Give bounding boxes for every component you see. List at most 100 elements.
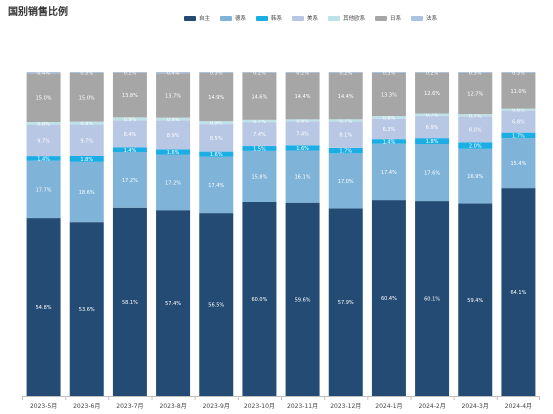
- data-label: 17.2%: [165, 180, 181, 186]
- data-label: 0.7%: [426, 113, 439, 119]
- data-label: 2.0%: [469, 144, 482, 150]
- legend-swatch: [256, 15, 269, 21]
- x-tick-label: 2023-10月: [244, 403, 275, 410]
- bar-segment: [156, 154, 191, 211]
- bar-segment: [371, 200, 406, 396]
- legend-swatch: [375, 15, 388, 21]
- data-label: 1.7%: [512, 133, 525, 139]
- bar-segment: [285, 121, 320, 146]
- legend-label: 美系: [307, 16, 319, 22]
- bar-segment: [371, 116, 406, 119]
- bar-segment: [69, 124, 104, 156]
- legend-swatch: [184, 15, 196, 21]
- bar-segment: [328, 208, 363, 396]
- data-label: 16.9%: [467, 174, 483, 180]
- bar-segment: [285, 202, 320, 396]
- bar-segment: [285, 145, 320, 151]
- x-tick-label: 2023-8月: [159, 403, 186, 410]
- data-label: 17.2%: [122, 178, 138, 184]
- data-label: 60.0%: [251, 297, 267, 303]
- data-label: 57.4%: [165, 301, 181, 307]
- bar-segment: [242, 146, 277, 151]
- bar-segment: [328, 119, 363, 122]
- x-tick-label: 2023-9月: [203, 403, 230, 410]
- data-label: 17.7%: [36, 187, 52, 193]
- bar-segment: [112, 72, 147, 73]
- bar-segment: [112, 207, 147, 396]
- bar-segment: [26, 73, 61, 122]
- legend-item[interactable]: 美系: [292, 14, 318, 22]
- data-label: 60.4%: [381, 296, 397, 302]
- legend-item[interactable]: 法系: [411, 14, 437, 22]
- data-label: 1.7%: [339, 149, 352, 155]
- legend-item[interactable]: 其他欧系: [328, 14, 365, 22]
- data-label: 0.3%: [80, 70, 93, 76]
- data-label: 9.7%: [80, 138, 93, 144]
- bar-segment: [371, 143, 406, 201]
- x-tick-label: 2023-7月: [116, 403, 143, 410]
- data-label: 0.7%: [469, 113, 482, 119]
- x-tick-label: 2023-6月: [73, 403, 100, 410]
- data-label: 15.0%: [79, 95, 95, 101]
- data-label: 0.4%: [167, 71, 180, 77]
- bar-segment: [156, 149, 191, 155]
- data-label: 0.9%: [167, 117, 180, 123]
- data-label: 64.1%: [510, 290, 526, 296]
- bar-segment: [328, 72, 363, 73]
- data-label: 8.4%: [124, 132, 137, 138]
- data-label: 14.9%: [208, 95, 224, 101]
- x-tick-label: 2023-11月: [287, 403, 318, 410]
- data-label: 18.6%: [79, 190, 95, 196]
- chart-title: 国别销售比例: [8, 7, 68, 18]
- data-label: 15.0%: [36, 96, 52, 102]
- data-label: 53.6%: [79, 307, 95, 313]
- x-tick-label: 2024-3月: [462, 403, 489, 410]
- data-label: 15.8%: [251, 174, 267, 180]
- bar-segment: [199, 213, 234, 396]
- data-label: 17.6%: [424, 171, 440, 177]
- bar-segment: [112, 147, 147, 153]
- data-label: 8.1%: [339, 133, 352, 139]
- bar-segment: [328, 72, 363, 120]
- data-label: 1.8%: [426, 139, 439, 145]
- data-label: 1.8%: [80, 157, 93, 163]
- bar-segment: [199, 156, 234, 214]
- legend-item[interactable]: 自主: [184, 14, 210, 22]
- bar-segment: [26, 121, 61, 125]
- bar-segment: [26, 156, 61, 161]
- data-label: 8.0%: [469, 127, 482, 133]
- bar-segment: [26, 218, 61, 396]
- bar-segment: [415, 144, 450, 202]
- bar-segment: [415, 115, 450, 139]
- bar-segment: [501, 72, 536, 109]
- data-label: 7.4%: [296, 131, 309, 137]
- legend-item[interactable]: 日系: [375, 14, 401, 22]
- data-label: 0.7%: [253, 119, 266, 125]
- bar-segment: [112, 120, 147, 148]
- x-tick-label: 2024-2月: [418, 403, 445, 410]
- bar-segment: [458, 72, 493, 73]
- legend-label: 日系: [390, 16, 402, 22]
- data-label: 0.9%: [124, 117, 137, 123]
- legend-item[interactable]: 德系: [220, 14, 246, 22]
- bar-segment: [458, 203, 493, 396]
- bar-segment: [156, 210, 191, 396]
- bar-segment: [371, 72, 406, 73]
- bar-segment: [112, 117, 147, 121]
- data-label: 17.4%: [208, 183, 224, 189]
- legend-label: 法系: [426, 16, 438, 22]
- bar-segment: [69, 72, 104, 122]
- legend-item[interactable]: 韩系: [256, 14, 282, 22]
- bar-segment: [501, 108, 536, 111]
- x-tick-label: 2024-4月: [505, 403, 532, 410]
- bar-segment: [156, 117, 191, 121]
- data-label: 0.3%: [210, 70, 223, 76]
- data-label: 13.8%: [122, 93, 138, 99]
- data-label: 9.7%: [37, 138, 50, 144]
- bar-segment: [156, 72, 191, 74]
- legend-label: 自主: [199, 16, 211, 22]
- data-label: 0.2%: [426, 70, 439, 76]
- data-label: 0.8%: [37, 121, 50, 127]
- bar-segment: [415, 113, 450, 116]
- data-label: 6.9%: [426, 125, 439, 131]
